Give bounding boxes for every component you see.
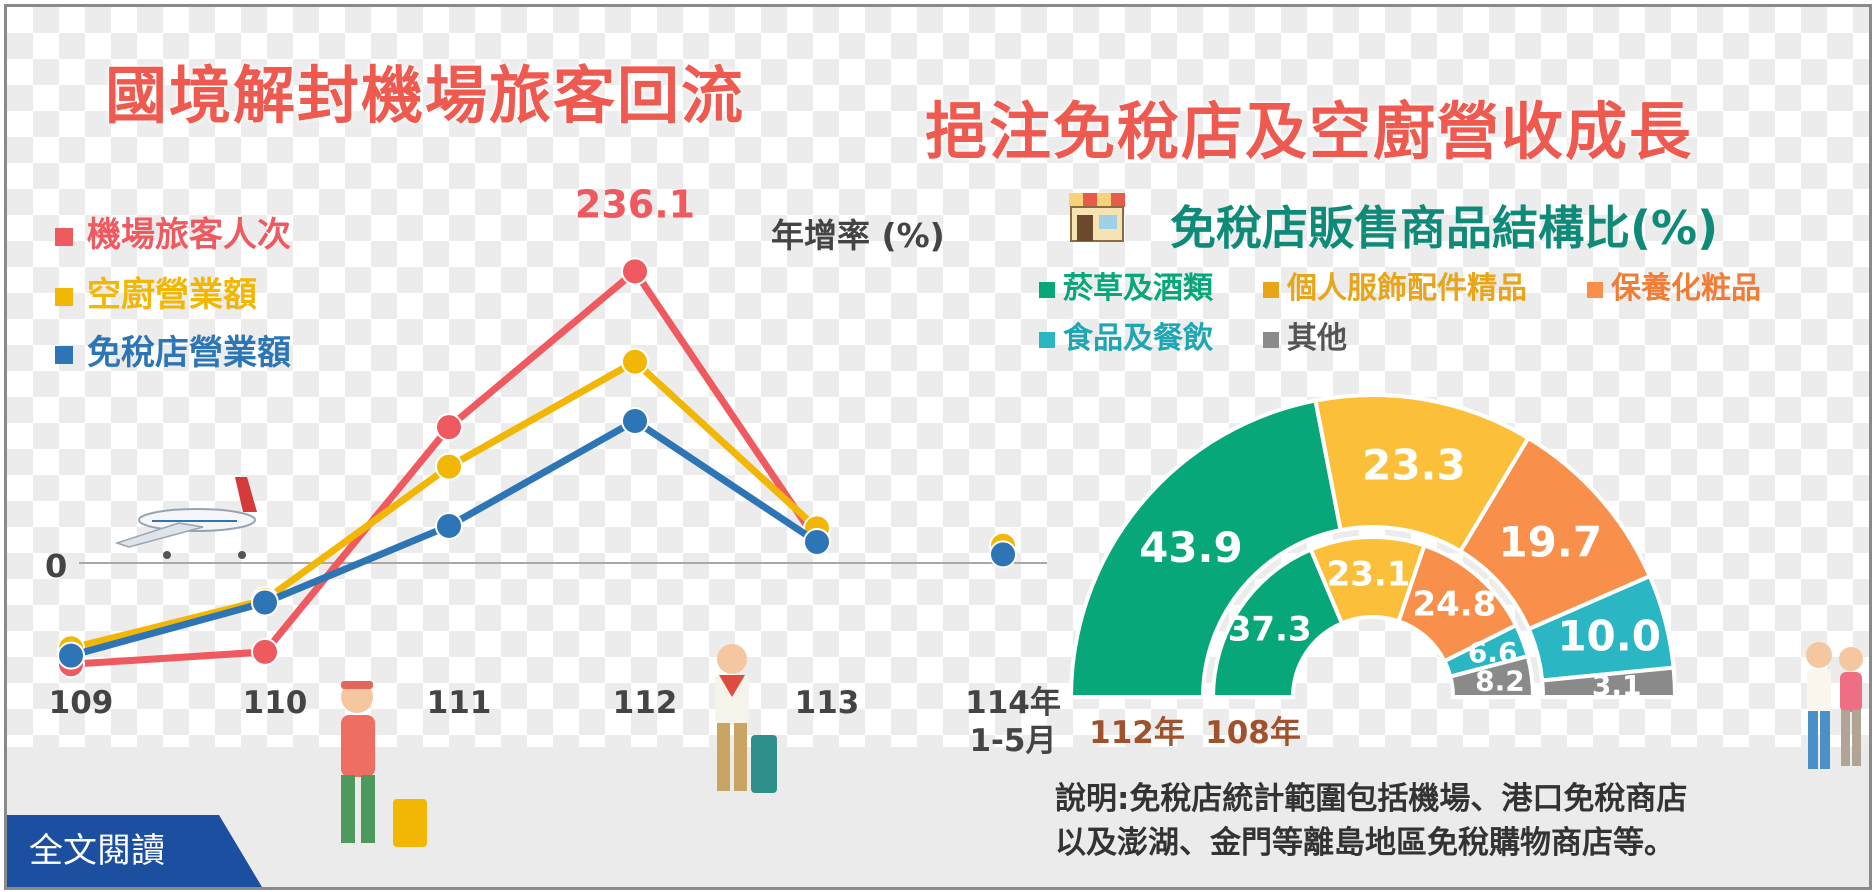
- legend-swatch-passengers: [55, 227, 73, 246]
- pie-legend-label: 其他: [1287, 321, 1347, 356]
- x-tick-label: 112: [613, 685, 678, 721]
- donut-value-label: 37.3: [1228, 610, 1312, 650]
- legend-label-dutyfree: 免稅店營業額: [87, 333, 291, 373]
- data-point: [251, 588, 279, 617]
- footnote-line-1: 說明:免稅店統計範圍包括機場、港口免稅商店: [1055, 781, 1688, 817]
- donut-chart: 43.923.319.710.03.1112年37.323.124.86.68.…: [1068, 393, 1863, 769]
- pie-legend-tobacco: 菸草及酒類: [1039, 263, 1213, 307]
- data-point: [435, 413, 463, 442]
- couple-icon: [1806, 642, 1863, 769]
- donut-value-label: 24.8: [1412, 585, 1496, 625]
- x-tick-label: 110: [243, 685, 308, 721]
- donut-value-label: 19.7: [1498, 517, 1602, 566]
- data-point: [803, 528, 831, 557]
- pie-legend-label: 個人服飾配件精品: [1287, 271, 1527, 306]
- x-tick-label: 109: [49, 685, 114, 721]
- zero-label: 0: [45, 547, 67, 585]
- donut-value-label: 8.2: [1475, 665, 1525, 698]
- footnote: 說明:免稅店統計範圍包括機場、港口免稅商店 以及澎湖、金門等離島地區免稅購物商店…: [1055, 777, 1687, 865]
- legend-swatch-catering: [55, 287, 73, 306]
- data-point: [57, 641, 85, 670]
- legend-catering: 空廚營業額: [55, 267, 257, 316]
- pie-legend-swatch: [1263, 331, 1279, 348]
- donut-value-label: 23.3: [1362, 441, 1466, 490]
- title-right: 挹注免稅店及空廚營收成長: [925, 95, 1694, 168]
- x-tick-label: 113: [795, 685, 860, 721]
- pie-legend-fashion: 個人服飾配件精品: [1263, 263, 1527, 307]
- traveler-woman-icon: [341, 681, 427, 847]
- ring-year-label: 112年: [1089, 715, 1185, 751]
- y-axis-label: 年增率 (%): [771, 216, 945, 255]
- data-point: [621, 406, 649, 435]
- donut-slice: [1210, 546, 1345, 699]
- infographic: 國境解封機場旅客回流 挹注免稅店及空廚營收成長 機場旅客人次 空廚營業額 免稅店…: [4, 4, 1872, 890]
- footnote-line-2: 以及澎湖、金門等離島地區免稅購物商店等。: [1055, 825, 1675, 861]
- data-point: [621, 347, 649, 376]
- x-tick-label: 111: [427, 685, 492, 721]
- legend-label-passengers: 機場旅客人次: [87, 215, 291, 255]
- donut-value-label: 3.1: [1592, 669, 1642, 702]
- donut-slice: [1447, 653, 1536, 699]
- pie-legend-label: 食品及餐飲: [1063, 321, 1213, 356]
- donut-value-label: 43.9: [1139, 523, 1243, 572]
- pie-legend-swatch: [1263, 281, 1279, 298]
- x-tick-label: 114年 1-5月: [965, 685, 1061, 759]
- pie-legend-label: 菸草及酒類: [1063, 271, 1213, 306]
- donut-value-label: 23.1: [1327, 554, 1411, 594]
- data-label: 236.1: [575, 182, 695, 226]
- ring-year-label: 108年: [1205, 715, 1301, 751]
- donut-value-label: 10.0: [1557, 612, 1661, 661]
- pie-legend-food: 食品及餐飲: [1039, 313, 1213, 357]
- pie-legend-other: 其他: [1263, 313, 1347, 357]
- data-point: [251, 637, 279, 666]
- pie-chart-title: 免稅店販售商品結構比(%): [1170, 201, 1719, 255]
- floor-background: [7, 747, 1869, 887]
- data-point: [621, 257, 649, 286]
- data-point: [989, 540, 1017, 569]
- title-left: 國境解封機場旅客回流: [105, 59, 746, 132]
- traveler-man-icon: [715, 644, 777, 793]
- pie-legend-swatch: [1587, 281, 1603, 298]
- donut-slice: [1068, 398, 1343, 699]
- pie-legend-swatch: [1039, 331, 1055, 348]
- legend-swatch-dutyfree: [55, 345, 73, 364]
- data-point: [435, 452, 463, 481]
- pie-legend-cosmetics: 保養化粧品: [1587, 263, 1761, 307]
- pie-legend-label: 保養化粧品: [1611, 271, 1761, 306]
- legend-dutyfree: 免稅店營業額: [55, 325, 291, 374]
- read-full-article-button[interactable]: 全文閱讀: [7, 815, 262, 887]
- pie-legend-swatch: [1039, 281, 1055, 298]
- line-chart: 0 年增率 (%) 236.1 109 110 111 112 113 114年 1-5月: [45, 182, 1061, 847]
- legend-label-catering: 空廚營業額: [87, 275, 257, 315]
- donut-slice: [1540, 665, 1678, 699]
- shop-icon: [1069, 193, 1125, 242]
- airplane-icon: [114, 477, 257, 559]
- legend-passengers: 機場旅客人次: [55, 207, 291, 256]
- data-point: [435, 511, 463, 540]
